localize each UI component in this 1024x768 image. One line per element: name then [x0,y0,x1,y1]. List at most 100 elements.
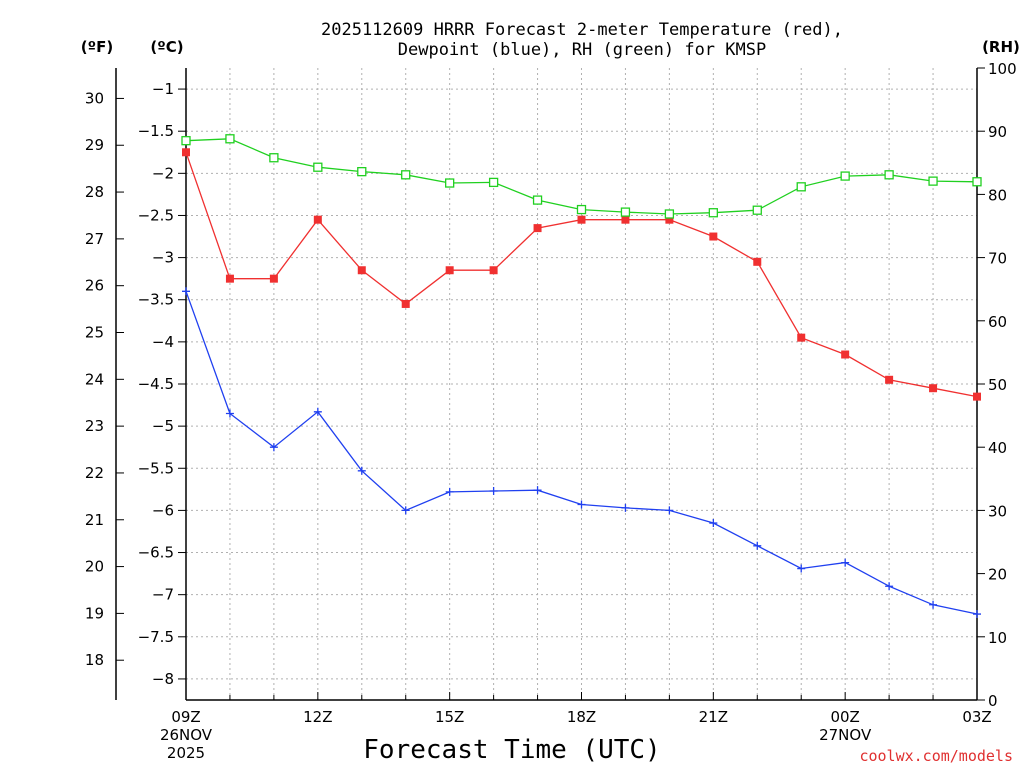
rh-point [972,177,982,187]
tick-labels: −1 −1.5 −2 −2.5 −3 −3.5 −4 −4.5 −5 −5.5 −6 −6.5 −7 −7… [85,60,1017,762]
rh-point [664,209,675,219]
celsius-tick-label: −7 [152,586,174,604]
x-tick-label: 15Z [435,708,464,726]
temperature-point [269,274,278,283]
fahrenheit-tick-label: 18 [85,651,104,669]
rh-tick-label: 80 [988,186,1007,204]
temperature-point [357,266,366,275]
celsius-tick-label: −1 [152,80,174,98]
temperature-point [753,257,762,266]
celsius-tick-label: −8 [152,670,174,688]
x-tick-date: 26NOV [160,726,213,744]
dewpoint-point [445,487,454,496]
dewpoint-point [182,287,190,296]
dewpoint-point [533,486,542,495]
x-tick-date: 27NOV [819,726,872,744]
dewpoint-point [621,503,630,512]
dewpoint-point [929,600,938,609]
rh-line [185,138,978,215]
gridlines [185,68,978,700]
fahrenheit-tick-label: 25 [85,324,104,342]
dewpoint-point [269,443,278,452]
x-tick-label: 00Z [830,708,859,726]
rh-point [840,171,850,181]
rh-point [488,177,499,188]
celsius-tick-label: −7.5 [138,628,174,646]
celsius-tick-label: −6.5 [138,544,174,562]
celsius-tick-label: −3 [152,249,174,267]
celsius-tick-label: −2.5 [138,206,174,224]
dewpoint-point [973,610,981,619]
rh-point [313,162,323,172]
rh-point [401,170,411,180]
celsius-tick-label: −5.5 [138,459,174,477]
rh-tick-label: 70 [988,250,1007,268]
temperature-point [973,392,981,401]
x-tick-year: 2025 [167,744,205,762]
rh-tick-label: 30 [988,502,1007,520]
temperature-point [665,215,674,224]
fahrenheit-tick-label: 30 [85,89,104,107]
fahrenheit-tick-label: 23 [85,417,104,435]
rh-point [357,166,367,177]
rh-point [620,207,631,217]
dewpoint-point [357,466,366,475]
fahrenheit-tick-label: 26 [85,277,104,295]
temperature-point [841,350,850,359]
celsius-tick-label: −1.5 [138,122,174,140]
x-axis-title: Forecast Time (UTC) [363,735,660,765]
dewpoint-point [885,582,894,591]
chart-title-line1: 2025112609 HRRR Forecast 2-meter Tempera… [321,20,843,40]
chart-title-line2: Dewpoint (blue), RH (green) for KMSP [398,40,766,60]
fahrenheit-tick-label: 27 [85,230,104,248]
temperature-point [533,224,542,233]
rh-point [532,195,543,205]
rh-tick-label: 60 [988,313,1007,331]
celsius-tick-label: −4.5 [138,375,174,393]
x-tick-label: 18Z [567,708,596,726]
dewpoint-point [753,541,762,550]
rh-unit-label: (RH) [982,38,1020,56]
rh-tick-label: 40 [988,439,1007,457]
rh-tick-label: 90 [988,123,1007,141]
temperature-point [577,215,586,224]
temperature-point [445,266,454,275]
temperature-point [929,384,938,393]
rh-point [884,170,894,180]
rh-tick-label: 50 [988,376,1007,394]
rh-point [181,136,191,146]
fahrenheit-tick-label: 21 [85,511,104,529]
fahrenheit-tick-label: 22 [85,464,104,482]
temperature-point [489,266,498,275]
celsius-tick-label: −4 [152,333,174,351]
fahrenheit-tick-label: 28 [85,183,104,201]
temperature-point [621,215,630,224]
dewpoint-point [665,506,674,515]
rh-point [445,178,455,188]
rh-point [269,153,279,163]
rh-point [752,205,762,215]
temperature-point [313,215,322,224]
rh-tick-label: 100 [988,60,1017,78]
temperature-point [709,232,718,241]
fahrenheit-tick-label: 19 [85,604,104,622]
rh-tick-label: 0 [988,692,998,710]
rh-point [708,208,718,218]
celsius-tick-label: −3.5 [138,291,174,309]
rh-tick-label: 20 [988,566,1007,584]
rh-point [576,204,587,215]
rh-point [796,182,806,192]
rh-tick-label: 10 [988,629,1007,647]
data-series [181,134,982,619]
temperature-point [225,274,234,283]
dewpoint-point [577,500,586,509]
x-tick-label: 03Z [962,708,991,726]
celsius-tick-label: −6 [152,501,174,519]
source-credit: coolwx.com/models [859,747,1013,765]
fahrenheit-unit-label: (ºF) [81,38,113,56]
fahrenheit-tick-label: 29 [85,136,104,154]
dewpoint-point [313,407,322,416]
fahrenheit-tick-label: 24 [85,370,104,388]
temperature-point [885,375,894,384]
